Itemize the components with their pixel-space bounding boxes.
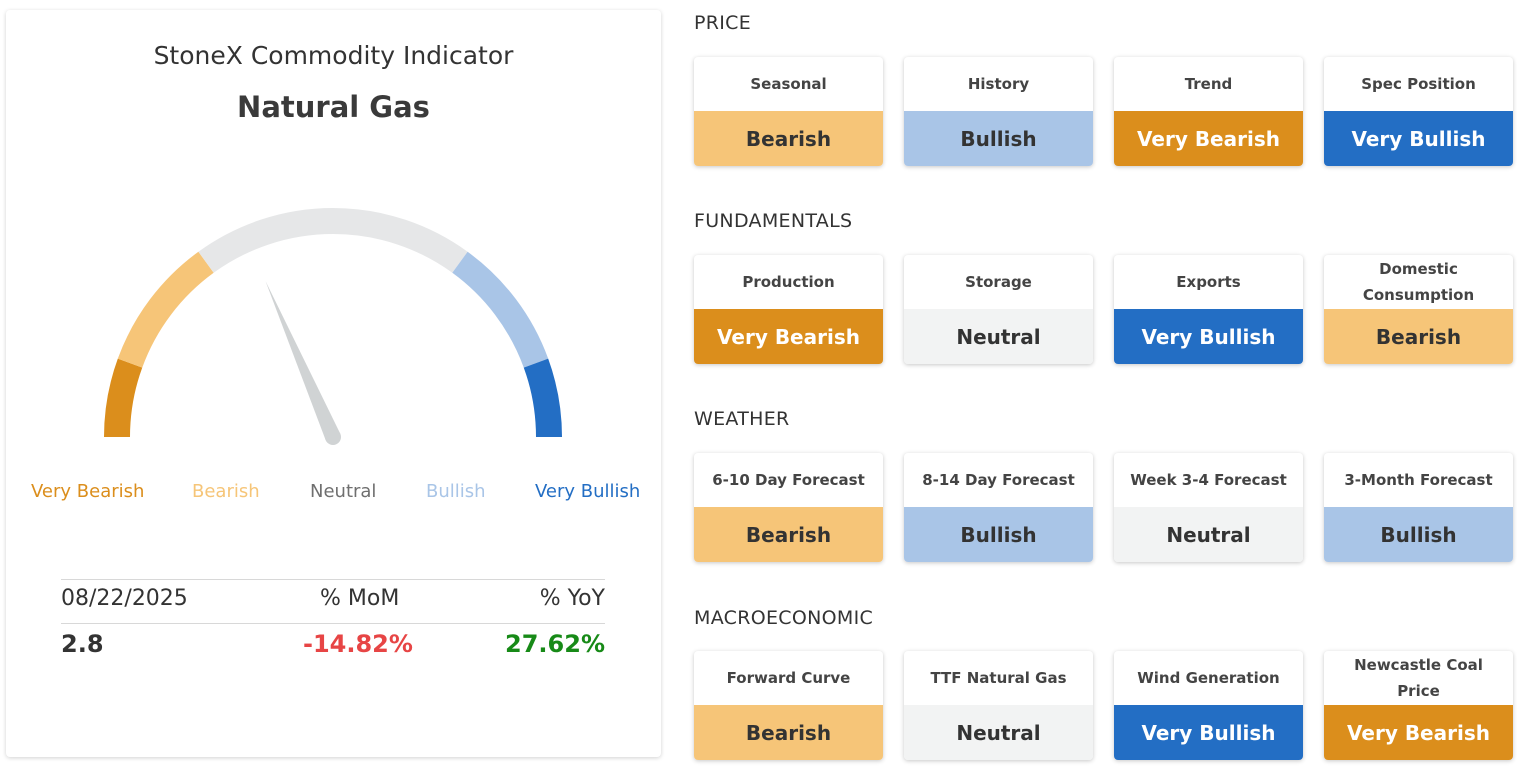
tile-value: Very Bearish [1114, 111, 1303, 166]
tile-value: Bearish [694, 705, 883, 760]
tile-exports[interactable]: Exports Very Bullish [1114, 255, 1303, 364]
gauge-segment-bullish [452, 251, 549, 368]
tile-label: Storage [965, 273, 1032, 291]
section-title-weather: WEATHER [694, 408, 790, 430]
tile-trend[interactable]: Trend Very Bearish [1114, 57, 1303, 166]
tile-6-10-day-forecast[interactable]: 6-10 Day Forecast Bearish [694, 453, 883, 562]
tile-value: Bullish [1324, 507, 1513, 562]
scale-label-bullish: Bullish [426, 481, 486, 502]
tile-label: Forward Curve [726, 669, 851, 687]
tile-storage[interactable]: Storage Neutral [904, 255, 1093, 364]
gauge-segment-neutral [198, 208, 468, 273]
stats-mom-value: -14.82% [303, 630, 413, 658]
commodity-name: Natural Gas [237, 90, 430, 124]
tile-value: Bearish [694, 507, 883, 562]
tile-value: Neutral [904, 309, 1093, 364]
stats-mom-label: % MoM [320, 586, 400, 611]
tile-value: Neutral [904, 705, 1093, 760]
tile-label: Exports [1176, 273, 1241, 291]
tile-value: Neutral [1114, 507, 1303, 562]
stats-yoy-value: 27.62% [505, 630, 605, 658]
stats-value: 2.8 [61, 630, 104, 658]
tile-value: Very Bullish [1324, 111, 1513, 166]
tile-value: Very Bullish [1114, 705, 1303, 760]
section-title-macroeconomic: MACROECONOMIC [694, 607, 874, 629]
tile-label: 8-14 Day Forecast [922, 471, 1075, 489]
tile-label: Wind Generation [1137, 669, 1280, 687]
indicator-card: StoneX Commodity Indicator Natural Gas V… [6, 10, 661, 757]
tile-label: Production [742, 273, 835, 291]
tile-label: Domestic Consumption [1362, 260, 1475, 304]
stats-yoy-label: % YoY [539, 586, 605, 611]
tile-value: Very Bearish [1324, 705, 1513, 760]
gauge-needle [265, 280, 341, 441]
indicator-title: StoneX Commodity Indicator [153, 41, 514, 70]
tile-forward-curve[interactable]: Forward Curve Bearish [694, 651, 883, 760]
tile-week-3-4-forecast[interactable]: Week 3-4 Forecast Neutral [1114, 453, 1303, 562]
tile-wind-generation[interactable]: Wind Generation Very Bullish [1114, 651, 1303, 760]
tile-value: Very Bearish [694, 309, 883, 364]
tile-production[interactable]: Production Very Bearish [694, 255, 883, 364]
tile-spec-position[interactable]: Spec Position Very Bullish [1324, 57, 1513, 166]
tile-value: Bearish [1324, 309, 1513, 364]
tile-label: Trend [1184, 75, 1233, 93]
tile-newcastle-coal-price[interactable]: Newcastle Coal Price Very Bearish [1324, 651, 1513, 760]
scale-label-very-bullish: Very Bullish [535, 481, 641, 502]
tile-label: Newcastle Coal Price [1354, 656, 1483, 700]
tile-value: Bearish [694, 111, 883, 166]
tile-label: History [967, 75, 1030, 93]
scale-label-neutral: Neutral [310, 481, 377, 502]
gauge-segment-bearish [117, 251, 214, 368]
tile-value: Bullish [904, 507, 1093, 562]
tile-history[interactable]: History Bullish [904, 57, 1093, 166]
tile-label: 6-10 Day Forecast [712, 471, 865, 489]
tile-8-14-day-forecast[interactable]: 8-14 Day Forecast Bullish [904, 453, 1093, 562]
tile-value: Bullish [904, 111, 1093, 166]
gauge-segment-very-bullish [523, 358, 562, 438]
stats-date: 08/22/2025 [61, 586, 188, 611]
tile-value: Very Bullish [1114, 309, 1303, 364]
scale-label-very-bearish: Very Bearish [31, 481, 145, 502]
tile-seasonal[interactable]: Seasonal Bearish [694, 57, 883, 166]
sentiment-gauge [104, 208, 562, 445]
stats-divider-middle [61, 623, 605, 624]
gauge-needle-hub [325, 429, 341, 445]
tile-3-month-forecast[interactable]: 3-Month Forecast Bullish [1324, 453, 1513, 562]
scale-label-bearish: Bearish [192, 481, 260, 502]
tile-label: TTF Natural Gas [930, 669, 1067, 687]
stats-divider-top [61, 579, 605, 580]
tile-ttf-natural-gas[interactable]: TTF Natural Gas Neutral [904, 651, 1093, 760]
tile-label: Seasonal [750, 75, 827, 93]
tile-label: Spec Position [1361, 75, 1476, 93]
gauge-segment-very-bearish [104, 358, 143, 438]
tile-label: 3-Month Forecast [1344, 471, 1493, 489]
tile-domestic-consumption[interactable]: Domestic Consumption Bearish [1324, 255, 1513, 364]
tile-label: Week 3-4 Forecast [1130, 471, 1287, 489]
section-title-fundamentals: FUNDAMENTALS [694, 210, 853, 232]
section-title-price: PRICE [694, 12, 752, 34]
